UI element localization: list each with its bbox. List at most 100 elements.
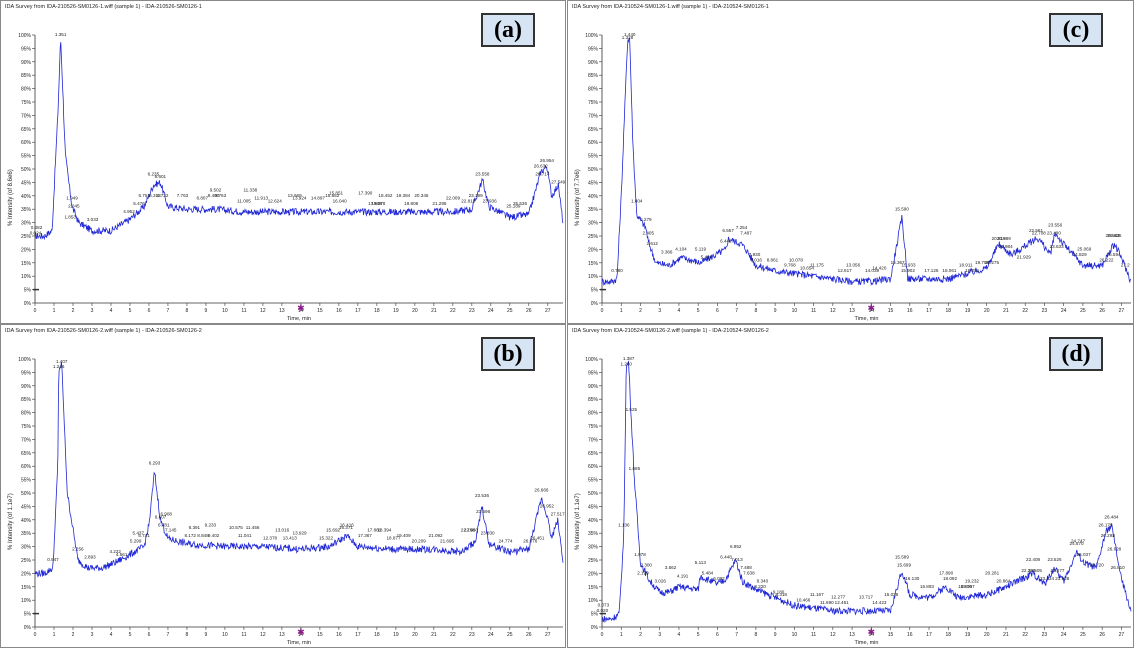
peak-label: 8.848 <box>197 533 209 538</box>
x-tick-label: 22 <box>450 632 456 638</box>
peak-label: 25.189 <box>506 204 520 209</box>
peak-label: 7.254 <box>736 225 748 230</box>
y-tick-label: 45% <box>21 504 32 510</box>
peak-label: 20.864 <box>996 579 1010 584</box>
y-tick-label: 25% <box>588 558 599 564</box>
peak-label: 9.502 <box>210 188 222 193</box>
x-tick-label: 8 <box>755 308 758 314</box>
peak-label: 18.876 <box>958 584 972 589</box>
peak-label: 5.437 <box>133 530 145 535</box>
peak-label: 8.016 <box>750 257 762 262</box>
peak-label: 22.505 <box>1028 568 1042 573</box>
x-tick-label: 27 <box>545 632 551 638</box>
peak-label: 17.367 <box>358 533 372 538</box>
y-tick-label: 75% <box>588 424 599 430</box>
peak-label: 26.666 <box>534 488 548 493</box>
peak-label: 1.387 <box>623 356 635 361</box>
peak-label: 5.476 <box>133 201 145 206</box>
chart-svg: 0% 5% 10% 15% 20% 25% 30% 35% 40% 45% 50% 55% 60% 65%… <box>585 356 1132 646</box>
peak-label: 0.947 <box>47 557 59 562</box>
x-tick-label: 9 <box>205 632 208 638</box>
panel-title: IDA Survey from IDA-210526-SM0126-2.wiff… <box>5 328 202 334</box>
peak-label: 16.371 <box>339 525 353 530</box>
peak-label: 13.669 <box>288 193 302 198</box>
peak-label: 6.908 <box>160 512 172 517</box>
y-tick-label: 10% <box>21 274 32 280</box>
peak-label: 19.758 <box>975 260 989 265</box>
x-tick-label: 17 <box>926 308 932 314</box>
x-tick-label: 14 <box>298 632 304 638</box>
peak-label: 13.929 <box>293 530 307 535</box>
peak-label: 25.037 <box>1077 552 1091 557</box>
y-tick-label: 55% <box>21 154 32 160</box>
x-tick-label: 17 <box>355 632 361 638</box>
x-tick-label: 4 <box>678 308 681 314</box>
peak-label: 23.558 <box>475 172 489 177</box>
peak-label: 8.172 <box>184 533 196 538</box>
x-tick-label: 19 <box>965 632 971 638</box>
y-tick-label: 30% <box>588 545 599 551</box>
y-tick-label: 5% <box>591 288 599 294</box>
x-tick-label: 15 <box>317 308 323 314</box>
peak-label: 22.813 <box>461 198 475 203</box>
peak-label: 16.040 <box>333 198 347 203</box>
y-tick-label: 70% <box>588 437 599 443</box>
x-tick-label: 21 <box>431 308 437 314</box>
panel-label: (b) <box>481 337 535 371</box>
x-tick-label: 20 <box>412 632 418 638</box>
peak-label: 19.808 <box>404 201 418 206</box>
x-tick-label: 16 <box>336 308 342 314</box>
x-tick-label: 23 <box>1042 632 1048 638</box>
x-tick-label: 26 <box>1099 308 1105 314</box>
peak-label: 17.890 <box>939 571 953 576</box>
x-tick-label: 26 <box>526 308 532 314</box>
y-tick-label: 80% <box>588 411 599 417</box>
peak-label: 15.692 <box>326 528 340 533</box>
y-tick-label: 70% <box>21 113 32 119</box>
y-tick-label: 75% <box>21 100 32 106</box>
peak-label: 25.069 <box>1077 247 1091 252</box>
peak-label: 15.036 <box>884 592 898 597</box>
x-tick-label: 9 <box>774 308 777 314</box>
peak-label: 27.549 <box>551 180 565 185</box>
y-tick-label: 90% <box>21 60 32 66</box>
peak-label: 23.134 <box>1040 576 1054 581</box>
panel-label: (c) <box>1049 13 1103 47</box>
y-tick-label: 95% <box>588 46 599 52</box>
peak-label: 23.677 <box>1050 568 1064 573</box>
peak-label: 15.699 <box>897 563 911 568</box>
peak-label: 11.167 <box>810 592 824 597</box>
peak-label: 24.670 <box>1070 541 1084 546</box>
x-tick-label: 25 <box>507 308 513 314</box>
peak-label: 6.442 <box>720 239 732 244</box>
peak-label: 9.180 <box>773 589 785 594</box>
peak-label: 26.076 <box>523 538 537 543</box>
peak-label: 6.235 <box>148 172 160 177</box>
peak-label: 26.635 <box>1107 233 1121 238</box>
x-tick-label: 3 <box>91 632 94 638</box>
x-tick-label: 16 <box>907 308 913 314</box>
y-tick-label: 20% <box>21 247 32 253</box>
y-tick-label: 65% <box>21 127 32 133</box>
peak-label: 24.829 <box>1073 252 1087 257</box>
peak-label: 2.279 <box>640 217 652 222</box>
peak-label: 22.408 <box>1026 557 1040 562</box>
y-tick-label: 40% <box>588 194 599 200</box>
x-tick-label: 24 <box>1061 632 1067 638</box>
peak-label: 19.232 <box>965 579 979 584</box>
peak-label: 1.260 <box>620 362 632 367</box>
peak-label: 14.420 <box>872 265 886 270</box>
peak-label: 2.129 <box>637 571 649 576</box>
peak-label: 26.484 <box>1104 514 1118 519</box>
x-tick-label: 26 <box>1099 632 1105 638</box>
peak-label: 1.978 <box>634 552 646 557</box>
peak-label: 1.407 <box>56 359 68 364</box>
peak-label: 26.594 <box>1107 252 1121 257</box>
peak-label: 2.893 <box>84 555 96 560</box>
peak-label: 13.717 <box>859 595 873 600</box>
chromatogram-line <box>34 361 564 578</box>
x-tick-label: 4 <box>678 632 681 638</box>
peak-label: 1.246 <box>53 364 65 369</box>
x-tick-label: 18 <box>945 632 951 638</box>
y-tick-label: 15% <box>588 585 599 591</box>
